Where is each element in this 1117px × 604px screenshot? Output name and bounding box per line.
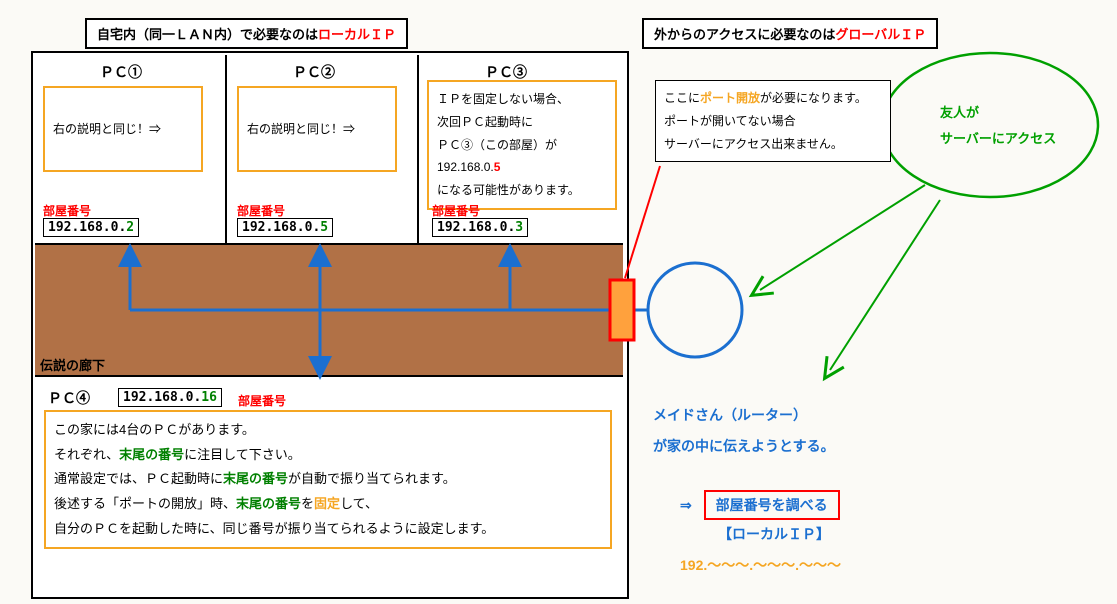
port-box: ここにポート開放が必要になります。 ポートが開いてない場合 サーバーにアクセス出… [655,80,891,162]
pc4-l2: それぞれ、末尾の番号に注目して下さい。 [54,443,602,468]
pc4-l5: 自分のＰＣを起動した時に、同じ番号が振り当てられるように設定します。 [54,517,602,542]
lookup-block: ⇒ 部屋番号を調べる [680,490,840,520]
pc4-room: 部屋番号 [238,392,286,409]
maid-l1: メイドさん（ルーター） [653,400,835,431]
lookup-arrow: ⇒ [680,497,692,513]
maid-text: メイドさん（ルーター） が家の中に伝えようとする。 [653,400,835,462]
pc4-ip-last: 16 [201,390,217,405]
pc4-desc-box: この家には4台のＰＣがあります。 それぞれ、末尾の番号に注目して下さい。 通常設… [44,410,612,549]
friend-l2: サーバーにアクセス [940,126,1056,152]
lookup-sub: 【ローカルＩＰ】 [718,524,830,544]
pc4-l3: 通常設定では、ＰＣ起動時に末尾の番号が自動で振り当てられます。 [54,467,602,492]
pc4-ip-pre: 192.168.0. [123,390,201,405]
pc4-l4: 後述する「ポートの開放」時、末尾の番号を固定して、 [54,492,602,517]
pc4-ip: 192.168.0.16 [118,388,222,407]
friend-l1: 友人が [940,100,1056,126]
port-l3: サーバーにアクセス出来ません。 [664,133,882,156]
lookup-box: 部屋番号を調べる [704,490,840,520]
port-l1: ここにポート開放が必要になります。 [664,87,882,110]
maid-l2: が家の中に伝えようとする。 [653,431,835,462]
friend-text: 友人が サーバーにアクセス [940,100,1056,152]
port-l2: ポートが開いてない場合 [664,110,882,133]
lookup-ip: 192.～～～.～～～.～～～ [680,555,841,575]
pc4-l1: この家には4台のＰＣがあります。 [54,418,602,443]
pc4-label: ＰＣ④ [48,388,90,408]
